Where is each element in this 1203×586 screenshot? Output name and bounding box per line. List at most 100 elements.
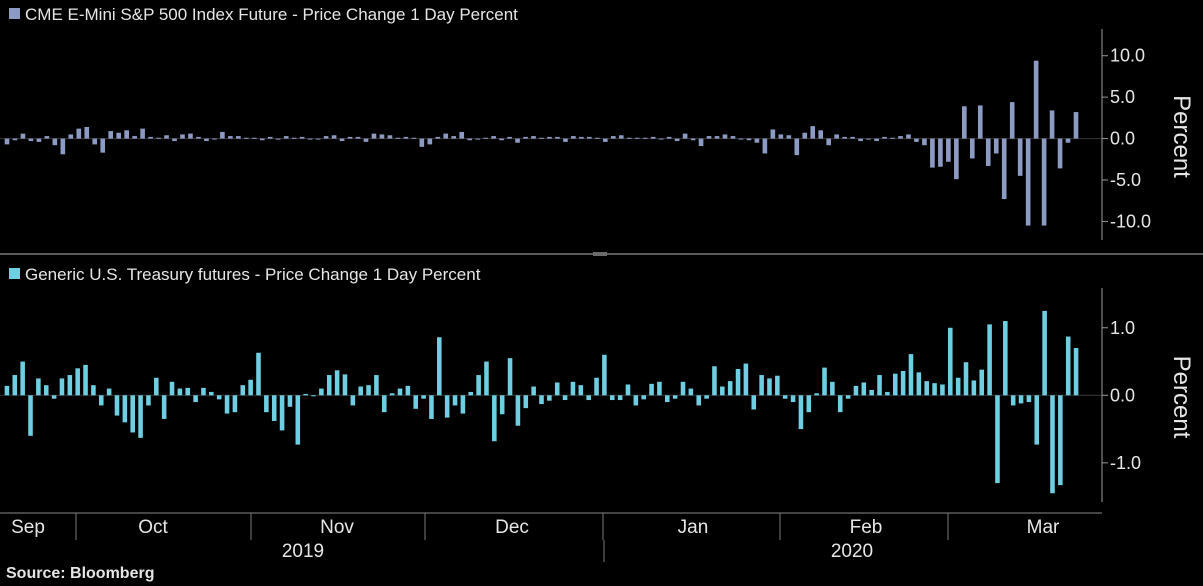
treasury-bar (1058, 395, 1063, 486)
treasury-bar (287, 395, 293, 407)
treasury-bar (484, 361, 489, 396)
treasury-bar (609, 395, 615, 401)
source-note: Source: Bloomberg (6, 565, 155, 582)
treasury-bar (185, 387, 191, 396)
sp500-bar (323, 136, 329, 139)
sp500-bar (642, 137, 648, 139)
sp500-bar (315, 138, 321, 140)
treasury-bar (209, 391, 214, 396)
treasury-bar (1073, 348, 1079, 396)
x-month-label: Mar (1027, 517, 1060, 538)
treasury-bar (869, 389, 874, 396)
sp500-bar (794, 138, 800, 156)
treasury-bar (437, 337, 442, 396)
treasury-bar (1050, 395, 1055, 494)
sp500-bar (579, 136, 584, 139)
treasury-bar (146, 395, 151, 406)
sp500-bar (244, 137, 249, 139)
sp500-y-tick-label: 10.0 (1110, 46, 1145, 66)
sp500-bar (475, 138, 480, 140)
treasury-bar (421, 395, 426, 399)
treasury-bar (350, 395, 356, 406)
sp500-bar (299, 136, 305, 139)
treasury-bar (374, 375, 379, 396)
treasury-bar (1003, 321, 1008, 396)
sp500-bar (395, 137, 401, 139)
sp500-bar (618, 135, 624, 139)
sp500-bar (1041, 138, 1047, 226)
treasury-bar (696, 395, 702, 406)
treasury-bar (885, 391, 890, 396)
sp500-bar (379, 134, 385, 139)
sp500-bar (922, 138, 927, 146)
sp500-bar (738, 138, 744, 140)
sp500-bar (946, 138, 951, 162)
treasury-bar (429, 395, 434, 419)
treasury-bar (539, 395, 544, 405)
treasury-bar (877, 375, 882, 396)
sp500-bar (547, 136, 552, 139)
sp500-bar (730, 136, 736, 139)
sp500-bar (690, 138, 696, 141)
treasury-bar (36, 378, 41, 396)
treasury-bar (916, 372, 922, 396)
treasury-bar (562, 395, 568, 401)
sp500-bar (116, 132, 121, 139)
sp500-bar (610, 136, 616, 139)
sp500-bar (92, 138, 98, 145)
sp500-bar (267, 136, 273, 139)
sp500-bar (1057, 138, 1063, 169)
sp500-bar (874, 138, 879, 142)
sp500-bar (347, 136, 353, 139)
sp500-bar (100, 138, 106, 153)
sp500-bar (220, 131, 225, 139)
sp500-bar (275, 138, 281, 140)
sp500-bar (906, 134, 911, 139)
treasury-bar (704, 395, 709, 399)
sp500-bar (658, 138, 664, 140)
x-month-label: Oct (138, 517, 168, 538)
treasury-bar (1010, 395, 1016, 406)
treasury-y-axis-title: Percent (1168, 356, 1195, 439)
sp500-bar (180, 134, 185, 139)
treasury-bar (334, 370, 340, 396)
treasury-bar (908, 354, 914, 396)
legend-label-sp500: CME E-Mini S&P 500 Index Future - Price … (25, 5, 518, 24)
treasury-bar (515, 395, 521, 426)
treasury-bar (657, 381, 662, 396)
treasury-bar (405, 385, 411, 396)
treasury-bar (311, 395, 316, 397)
treasury-bar (476, 375, 481, 396)
treasury-bar (154, 377, 159, 396)
sp500-bar (156, 137, 161, 139)
treasury-bar (319, 388, 324, 396)
treasury-bar (971, 380, 977, 396)
treasury-bar (924, 381, 929, 396)
treasury-bar (531, 386, 536, 396)
sp500-bar (930, 138, 935, 168)
sp500-bar (467, 138, 473, 141)
treasury-bar (751, 395, 757, 410)
sp500-bar (563, 138, 568, 142)
x-month-label: Dec (495, 517, 529, 538)
treasury-bar (688, 388, 694, 396)
treasury-bar (59, 378, 65, 396)
treasury-bar (397, 388, 403, 396)
sp500-bar (499, 138, 504, 141)
treasury-bar (979, 369, 985, 396)
chart-canvas: 10.0 5.0 0.0 -5.0 -10.0 Percent 1.0 0.0 -1.0 Per… (0, 29, 1203, 562)
sp500-bar (188, 133, 193, 139)
treasury-bar (861, 382, 867, 396)
sp500-bar (36, 138, 42, 142)
treasury-bar (720, 386, 725, 396)
sp500-bar (483, 137, 488, 139)
sp500-bar (571, 136, 576, 139)
sp500-bar (866, 138, 871, 140)
sp500-bar (68, 134, 74, 139)
sp500-bar (985, 138, 991, 166)
treasury-bar (12, 375, 18, 396)
treasury-bar (987, 324, 992, 396)
sp500-bar (666, 136, 672, 139)
treasury-bar (955, 377, 961, 396)
sp500-bar (802, 132, 808, 139)
